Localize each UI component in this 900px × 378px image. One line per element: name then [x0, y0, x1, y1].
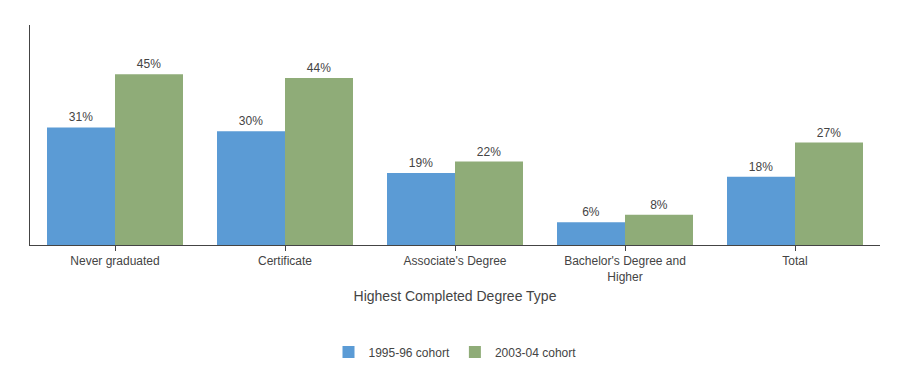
svg-text:27%: 27%: [817, 126, 841, 140]
svg-text:19%: 19%: [409, 156, 433, 170]
svg-text:Highest Completed Degree Type: Highest Completed Degree Type: [354, 288, 557, 304]
svg-text:30%: 30%: [239, 114, 263, 128]
svg-text:6%: 6%: [582, 205, 600, 219]
svg-text:31%: 31%: [69, 110, 93, 124]
svg-text:45%: 45%: [137, 57, 161, 71]
svg-text:18%: 18%: [749, 160, 773, 174]
svg-text:Bachelor's Degree andHigher: Bachelor's Degree andHigher: [564, 254, 686, 284]
svg-text:22%: 22%: [477, 145, 501, 159]
svg-text:Never graduated: Never graduated: [70, 254, 159, 268]
svg-text:Certificate: Certificate: [258, 254, 312, 268]
svg-text:44%: 44%: [307, 61, 331, 75]
svg-text:1995-96 cohort: 1995-96 cohort: [369, 346, 450, 360]
svg-text:Total: Total: [782, 254, 807, 268]
svg-text:2003-04 cohort: 2003-04 cohort: [495, 346, 576, 360]
svg-text:8%: 8%: [650, 198, 668, 212]
svg-text:Associate's Degree: Associate's Degree: [403, 254, 506, 268]
